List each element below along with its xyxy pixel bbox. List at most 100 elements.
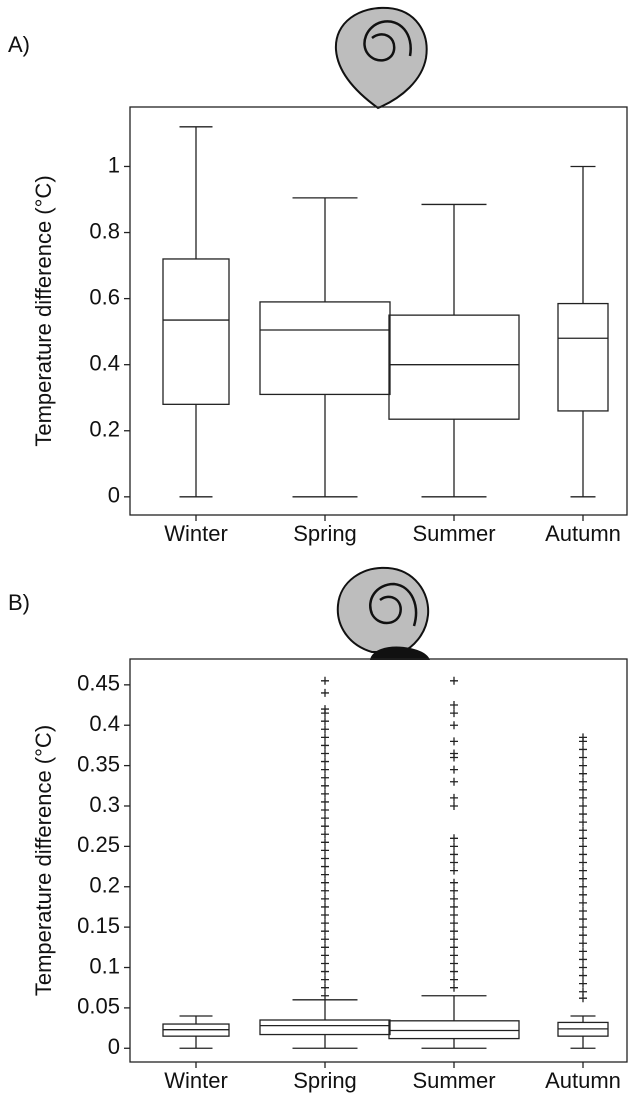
- outlier: [321, 951, 329, 960]
- outlier: [450, 878, 458, 887]
- outlier: [321, 765, 329, 774]
- outlier: [321, 846, 329, 855]
- outlier: [579, 947, 587, 956]
- outlier: [450, 886, 458, 895]
- outlier: [579, 923, 587, 932]
- outlier: [579, 777, 587, 786]
- x-tick-label: Spring: [293, 521, 357, 546]
- y-tick-label: 1: [108, 152, 120, 177]
- y-tick-label: 0: [108, 483, 120, 508]
- outlier: [450, 842, 458, 851]
- outlier: [450, 935, 458, 944]
- outlier: [450, 850, 458, 859]
- outlier: [450, 983, 458, 992]
- outlier: [321, 688, 329, 697]
- plot-frame: [129, 106, 628, 516]
- panel-label: B): [8, 590, 30, 615]
- outlier: [579, 850, 587, 859]
- outlier: [450, 721, 458, 730]
- outlier: [579, 955, 587, 964]
- outlier: [450, 737, 458, 746]
- outlier: [321, 733, 329, 742]
- outlier: [579, 939, 587, 948]
- y-tick-label: 0.45: [77, 671, 120, 696]
- outlier: [579, 733, 587, 742]
- x-tick-label: Autumn: [545, 1068, 621, 1093]
- box: [162, 258, 230, 405]
- outlier: [450, 834, 458, 843]
- outlier: [579, 810, 587, 819]
- panel-label: A): [8, 32, 30, 57]
- outlier: [579, 906, 587, 915]
- outlier: [450, 919, 458, 928]
- y-tick-label: 0: [108, 1034, 120, 1059]
- outlier: [321, 991, 329, 1000]
- y-tick-label: 0.25: [77, 832, 120, 857]
- outlier: [579, 745, 587, 754]
- y-tick-label: 0.6: [89, 284, 120, 309]
- outlier: [321, 902, 329, 911]
- outlier: [321, 943, 329, 952]
- outlier: [321, 911, 329, 920]
- outlier: [321, 959, 329, 968]
- outlier: [321, 935, 329, 944]
- x-tick-label: Winter: [164, 521, 228, 546]
- y-tick-label: 0.05: [77, 994, 120, 1019]
- outlier: [579, 842, 587, 851]
- outlier: [450, 902, 458, 911]
- outlier: [579, 915, 587, 924]
- outlier: [321, 838, 329, 847]
- outlier: [579, 761, 587, 770]
- outlier: [321, 773, 329, 782]
- outlier: [579, 769, 587, 778]
- outlier: [450, 894, 458, 903]
- y-tick-label: 0.3: [89, 792, 120, 817]
- outlier: [321, 878, 329, 887]
- outlier: [579, 874, 587, 883]
- outlier: [321, 725, 329, 734]
- box: [259, 301, 391, 396]
- outlier: [450, 765, 458, 774]
- outlier: [579, 753, 587, 762]
- outlier: [579, 979, 587, 988]
- outlier: [579, 793, 587, 802]
- outlier: [450, 959, 458, 968]
- outlier: [579, 898, 587, 907]
- x-tick-label: Summer: [412, 521, 495, 546]
- outlier: [579, 826, 587, 835]
- box: [557, 302, 609, 412]
- outlier: [321, 975, 329, 984]
- outlier: [321, 822, 329, 831]
- outlier: [579, 890, 587, 899]
- outlier: [321, 717, 329, 726]
- x-tick-label: Spring: [293, 1068, 357, 1093]
- outlier: [321, 886, 329, 895]
- outlier: [579, 834, 587, 843]
- outlier: [579, 931, 587, 940]
- outlier: [450, 943, 458, 952]
- outlier: [450, 676, 458, 685]
- y-tick-label: 0.15: [77, 913, 120, 938]
- outlier: [579, 801, 587, 810]
- outlier: [579, 987, 587, 996]
- snail-icon: [336, 566, 430, 660]
- outlier: [450, 749, 458, 758]
- outlier: [450, 975, 458, 984]
- outlier: [321, 830, 329, 839]
- outlier: [450, 793, 458, 802]
- y-tick-label: 0.4: [89, 711, 120, 736]
- y-axis-label: Temperature difference (°C): [31, 725, 56, 996]
- y-tick-label: 0.2: [89, 417, 120, 442]
- outlier: [321, 749, 329, 758]
- y-tick-label: 0.8: [89, 218, 120, 243]
- outlier: [321, 806, 329, 815]
- box: [259, 1019, 391, 1036]
- x-tick-label: Winter: [164, 1068, 228, 1093]
- outlier: [579, 866, 587, 875]
- outlier: [579, 963, 587, 972]
- outlier: [321, 741, 329, 750]
- plot-frame: [129, 658, 628, 1063]
- outlier: [321, 983, 329, 992]
- x-tick-label: Summer: [412, 1068, 495, 1093]
- outlier: [450, 927, 458, 936]
